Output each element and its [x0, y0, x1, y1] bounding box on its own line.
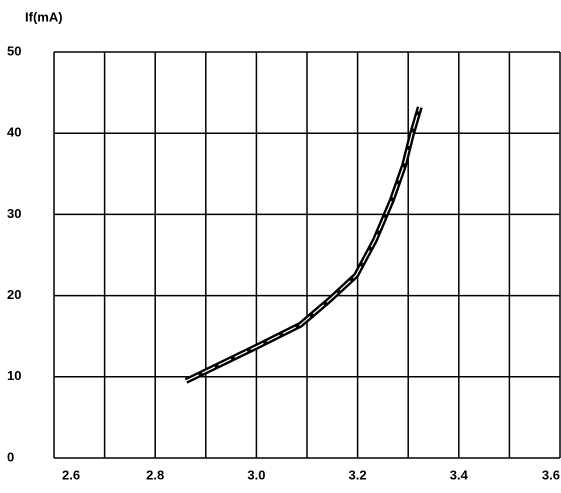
line-highlight [185, 107, 421, 382]
x-tick-label: 3.4 [450, 467, 469, 482]
y-tick-label: 10 [7, 368, 21, 383]
y-tick-label: 50 [7, 43, 21, 58]
x-tick-label: 3.0 [247, 467, 265, 482]
y-tick-label: 30 [7, 206, 21, 221]
chart-title: If(mA) [25, 9, 63, 24]
y-tick-label: 20 [7, 287, 21, 302]
x-tick-label: 2.8 [146, 467, 164, 482]
x-tick-label: 2.6 [62, 467, 80, 482]
y-tick-label: 40 [7, 125, 21, 140]
y-tick-label: 0 [7, 449, 14, 464]
x-tick-label: 3.6 [542, 467, 560, 482]
line [184, 106, 423, 384]
x-tick-label: 3.2 [349, 467, 367, 482]
